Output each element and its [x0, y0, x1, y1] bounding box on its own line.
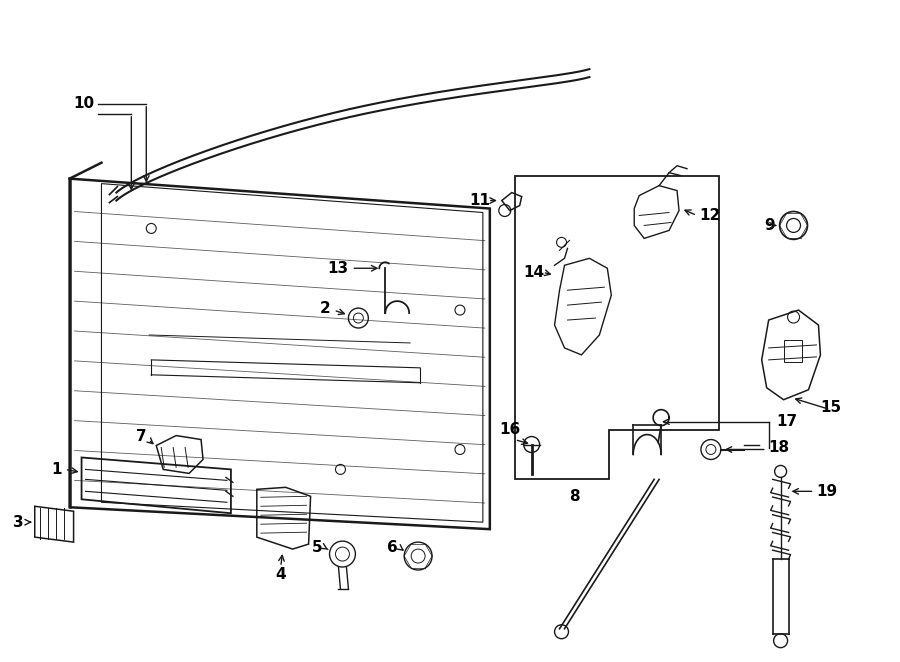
Bar [784, 340, 802, 362]
Text: 4: 4 [275, 567, 286, 582]
Text: 5: 5 [312, 540, 322, 555]
Text: 12: 12 [699, 208, 720, 223]
Text: 17: 17 [777, 414, 797, 429]
Text: 19: 19 [816, 484, 838, 499]
Text: 9: 9 [764, 218, 775, 233]
Text: 6: 6 [388, 540, 398, 555]
Text: 8: 8 [569, 489, 580, 504]
Text: 2: 2 [320, 301, 330, 316]
Text: 16: 16 [500, 422, 520, 437]
Text: 1: 1 [51, 462, 61, 477]
Text: 18: 18 [769, 440, 790, 455]
Text: 14: 14 [524, 265, 544, 280]
Text: 3: 3 [14, 514, 23, 530]
Text: 10: 10 [74, 97, 94, 111]
Text: 13: 13 [328, 261, 348, 276]
Text: 11: 11 [469, 193, 490, 208]
Text: 7: 7 [136, 429, 147, 444]
Text: 15: 15 [820, 400, 841, 414]
